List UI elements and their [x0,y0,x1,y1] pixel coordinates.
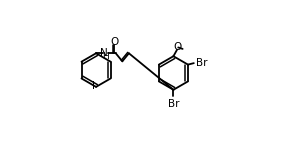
Text: O: O [110,37,119,47]
Text: Br: Br [168,99,179,108]
Text: H: H [103,52,109,61]
Text: Br: Br [196,58,208,68]
Text: N: N [100,48,108,58]
Text: I: I [92,81,95,91]
Text: O: O [173,42,181,52]
